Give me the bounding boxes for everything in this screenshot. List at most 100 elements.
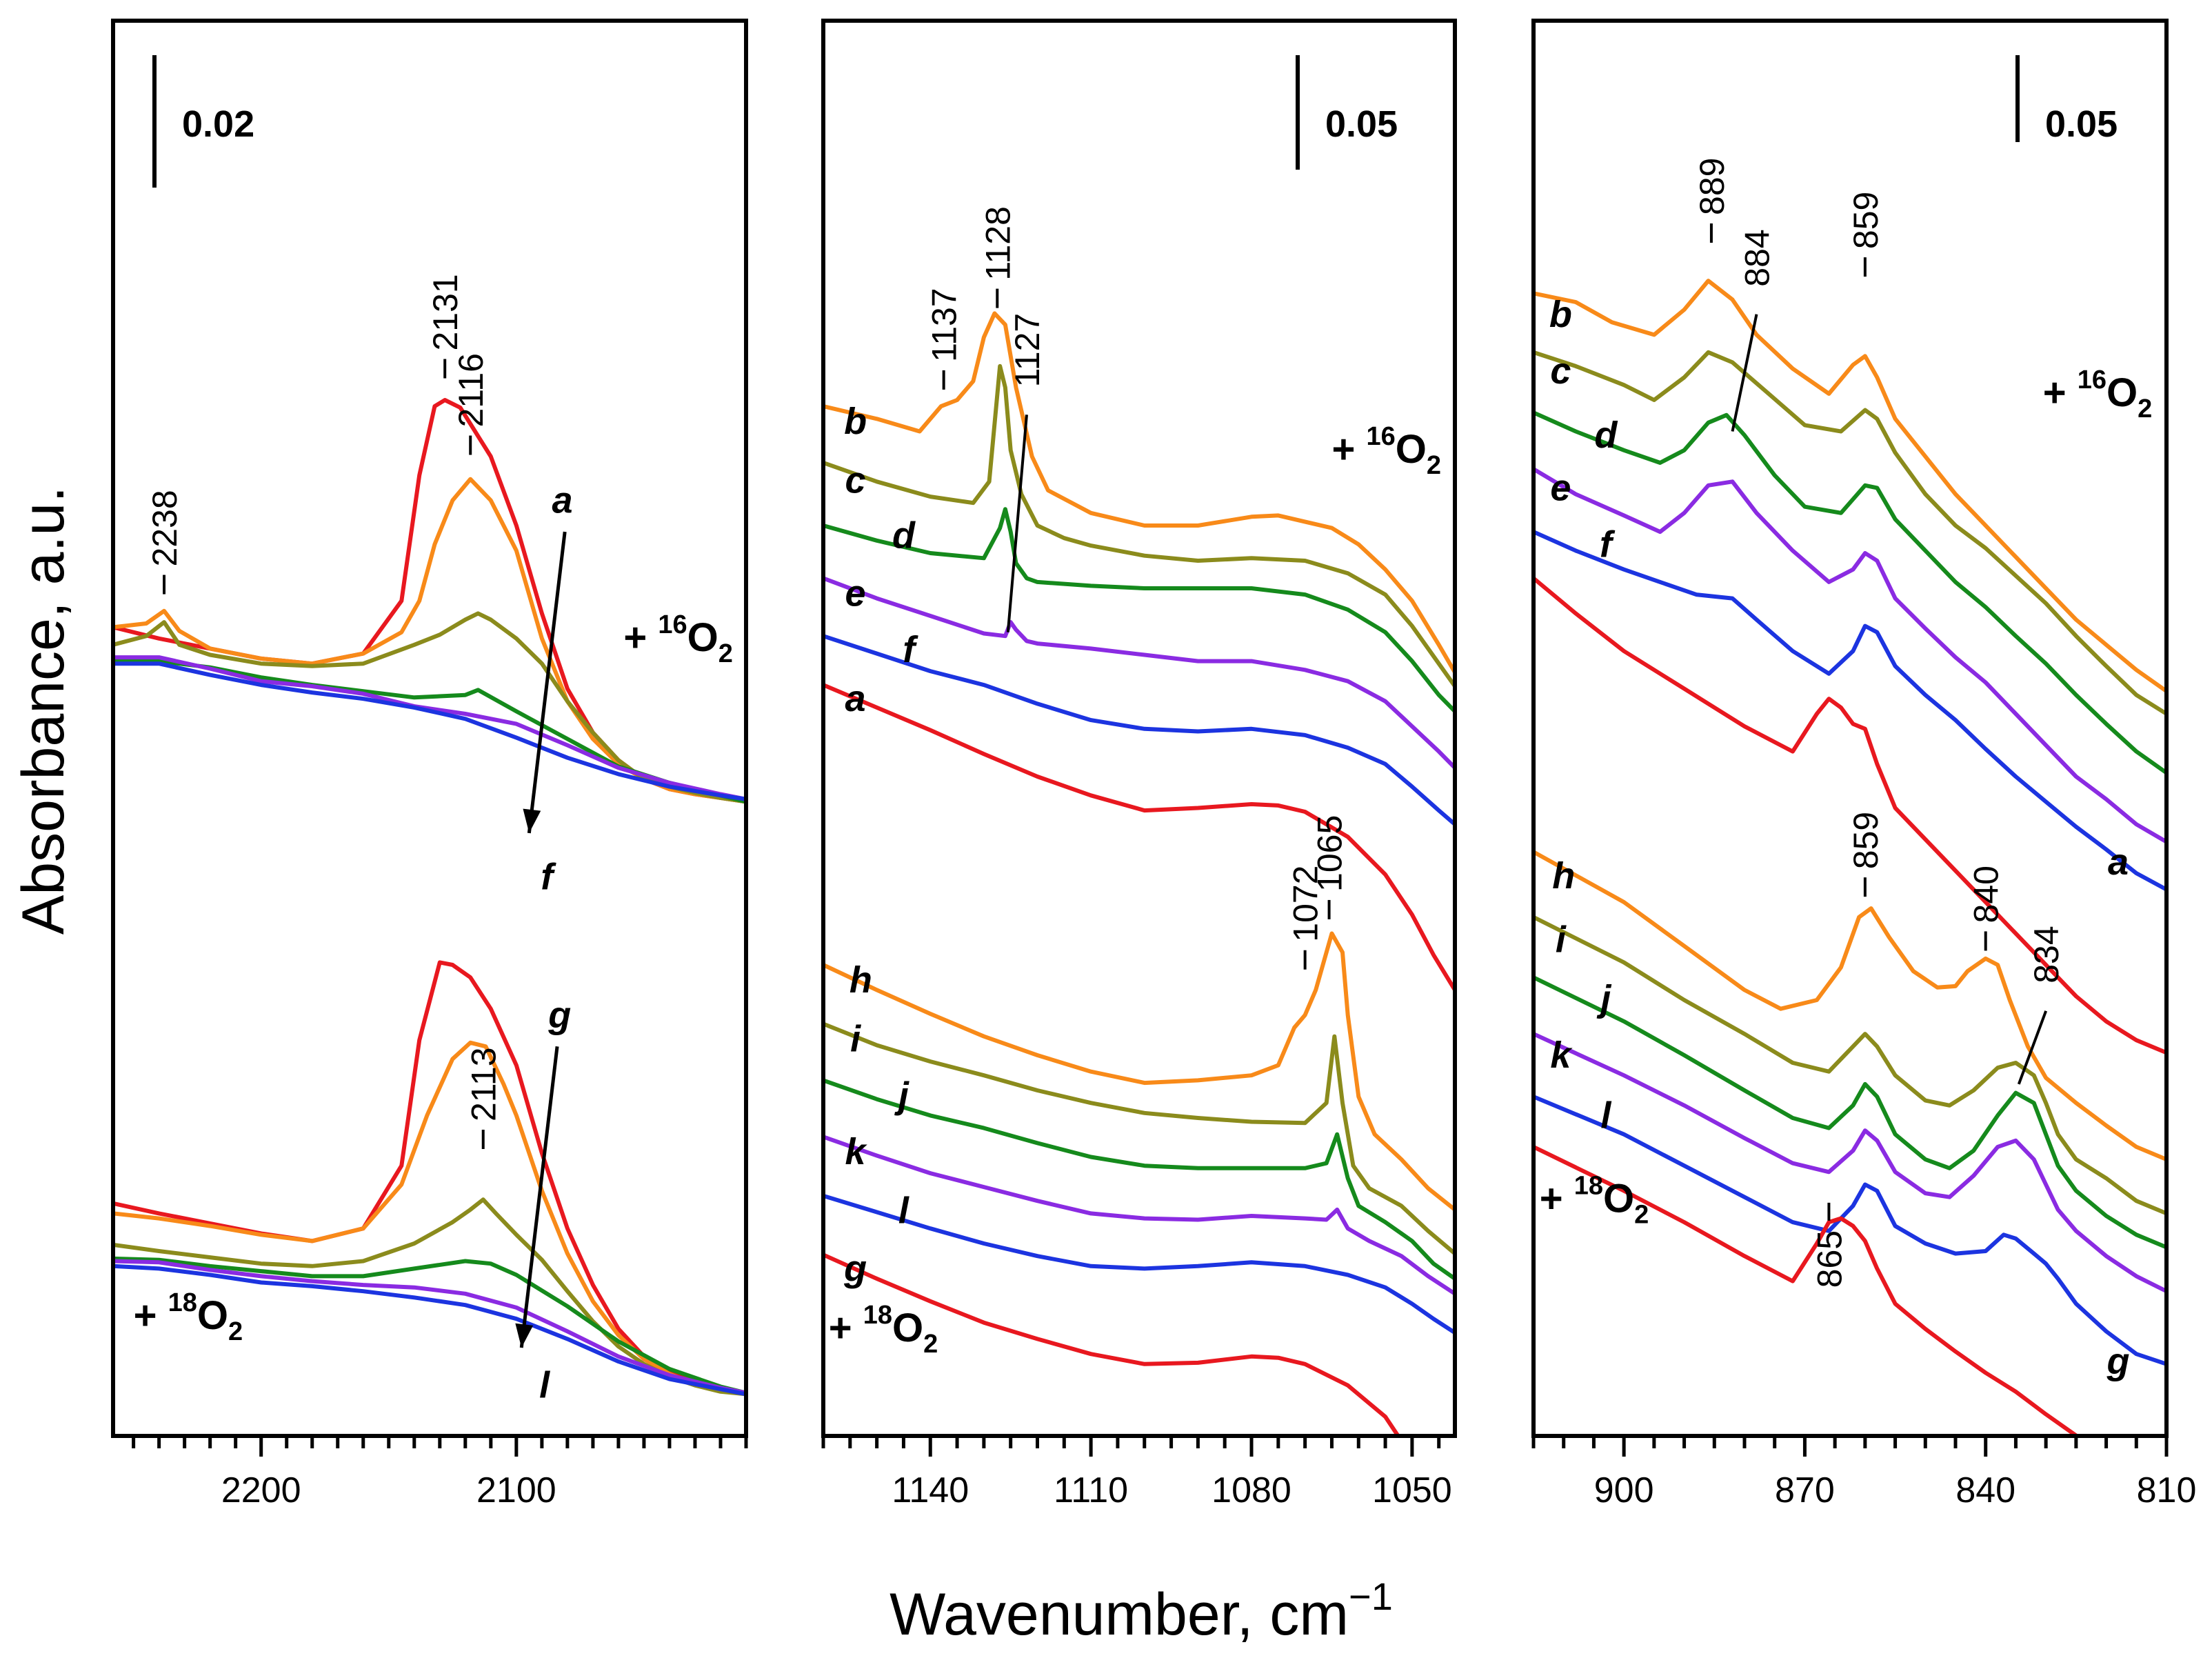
panel-2-series-d-line: [823, 507, 1455, 714]
panel-3-curve-label-h: h: [1552, 855, 1575, 897]
panel-2-gas-label-1-sign: +: [829, 1306, 863, 1350]
panel-1-curve-label-l: l: [539, 1365, 550, 1406]
panel-2-tick-label-1080: 1080: [1211, 1470, 1291, 1510]
panel-3-scale-bar-label: 0.05: [2045, 103, 2118, 145]
panel-2-curve-label-k: k: [845, 1131, 868, 1172]
panel-3-curve-label-k: k: [1550, 1035, 1573, 1076]
panel-2-gas-label-0-species: O: [1396, 427, 1427, 472]
panel-2-curve-label-a: a: [845, 678, 866, 719]
panel-3-gas-label-1-sign: +: [1540, 1177, 1574, 1221]
panel-3-gas-label-1: + 18O2: [1540, 1172, 1649, 1230]
panel-3-frame: [1531, 19, 2169, 1438]
panel-2-gas-label-0-sign: +: [1331, 427, 1366, 472]
panel-3-gas-label-0-species: O: [2107, 370, 2138, 415]
panel-2-series-f-line: [823, 634, 1455, 827]
panel-1-series-e-line: [113, 655, 746, 801]
panel-2-gas-label-0-isotope: 16: [1366, 422, 1395, 451]
panel-1-scale-bar-label: 0.02: [182, 103, 254, 145]
panel-3-peak-label-834-leader: [2017, 1010, 2048, 1085]
panel-1-series-h-line: [113, 1040, 746, 1397]
panel-1-gas-label-1-sign: +: [134, 1293, 168, 1338]
panel-1-gas-label-0-subscript: 2: [718, 639, 733, 668]
panel-1-tick-label-2100: 2100: [476, 1470, 556, 1510]
panel-1-series-l-line: [113, 1264, 746, 1397]
panel-1-arrow-0-head: [523, 808, 541, 833]
panel-2-gas-label-0-subscript: 2: [1427, 451, 1441, 480]
panel-2-gas-label-1: + 18O2: [829, 1301, 938, 1359]
panel-3-tick-label-840: 840: [1955, 1470, 2015, 1510]
panel-1-tick-label-2200: 2200: [221, 1470, 301, 1510]
panel-3-series-i-line: [1534, 915, 2166, 1216]
panel-2-curve-label-c: c: [845, 459, 866, 501]
panel-3-curve-label-a: a: [2108, 841, 2129, 883]
panel-3-gas-label-1-species: O: [1603, 1177, 1634, 1221]
panel-2-peak-label-1065: 1065: [1311, 815, 1349, 892]
panel-3-gas-label-0-subscript: 2: [2138, 394, 2152, 423]
panel-3-tick-label-810: 810: [2137, 1470, 2197, 1510]
panel-3-curve-label-d: d: [1594, 415, 1618, 456]
panel-2-series-k-line: [823, 1135, 1455, 1296]
panel-2-curve-label-f: f: [903, 629, 918, 670]
panel-2-curve-label-g: g: [843, 1248, 867, 1289]
panel-2-peak-label-1127: 1127: [1008, 313, 1047, 388]
panel-2-series-b-line: [823, 311, 1455, 675]
panel-2-peak-label-1128: 1128: [978, 206, 1017, 281]
panel-1-gas-label-0-sign: +: [623, 615, 658, 660]
panel-3-series-a-line: [1534, 576, 2166, 1055]
panel-3-series-l-line: [1534, 1095, 2166, 1366]
panel-1-gas-label-1-subscript: 2: [228, 1317, 243, 1346]
panel-3-peak-label-884-leader: [1731, 314, 1758, 432]
panel-2-series-l-line: [823, 1193, 1455, 1335]
panel-2-series-a-line: [823, 683, 1455, 992]
panel-3-series-g-line: [1534, 1144, 2081, 1436]
panel-3-peak-label-859: 859: [1847, 812, 1885, 869]
panel-2-gas-label-1-subscript: 2: [923, 1330, 938, 1359]
y-axis-label: Absorbance, a.u.: [10, 486, 77, 935]
x-axis-label-text: Wavenumber, cm: [889, 1581, 1349, 1648]
panel-3-curve-label-c: c: [1550, 350, 1571, 392]
panel-3-curve-label-i: i: [1556, 919, 1567, 961]
panel-2-gas-label-0: + 16O2: [1331, 422, 1441, 480]
panel-1-gas-label-0-species: O: [687, 615, 718, 660]
panel-1-gas-label-0-isotope: 16: [658, 610, 687, 639]
panel-3-peak-label-889: 889: [1693, 158, 1731, 215]
panel-1-arrow-1-shaft: [519, 1046, 559, 1348]
panel-2-series-g-line: [823, 1252, 1401, 1436]
panel-1-peak-label-2113: 2113: [465, 1047, 503, 1121]
panel-1-peak-label-2238: 2238: [145, 490, 184, 566]
panel-1-series-f-line: [113, 661, 746, 801]
panel-3-series-f-line: [1534, 530, 2166, 892]
panel-3-series-b-line: [1534, 279, 2166, 694]
panel-3-peak-label-884: 884: [1738, 229, 1776, 286]
panel-1-curve-label-f: f: [541, 857, 556, 898]
panel-3-curve-label-g: g: [2107, 1341, 2130, 1382]
panel-2-curve-label-h: h: [849, 959, 872, 1001]
panel-1-gas-label-1-species: O: [197, 1293, 228, 1338]
panel-1-curve-label-g: g: [547, 995, 571, 1036]
panel-3-gas-label-0-isotope: 16: [2078, 366, 2107, 394]
panel-2-series-i-line: [823, 1021, 1455, 1256]
panel-1-series-a-line: [113, 398, 746, 804]
panel-2-curve-label-e: e: [845, 572, 866, 614]
panel-1-series-j-line: [113, 1256, 746, 1395]
panel-1-arrow-1-head: [515, 1323, 534, 1348]
panel-3-curve-label-l: l: [1600, 1095, 1611, 1136]
panel-2-curve-label-b: b: [844, 401, 867, 442]
panel-2-scale-bar-label: 0.05: [1325, 103, 1398, 145]
panel-2-tick-label-1110: 1110: [1054, 1470, 1128, 1510]
panel-2-curve-label-j: j: [894, 1075, 909, 1116]
panel-3-curve-label-f: f: [1600, 523, 1616, 565]
panel-1-peak-label-2116: 2116: [452, 353, 490, 428]
x-axis-label-unit-exponent: −1: [1349, 1575, 1393, 1618]
panel-3-curve-label-e: e: [1550, 467, 1571, 508]
panel-3-gas-label-1-subscript: 2: [1634, 1201, 1649, 1230]
panel-3-series-c-line: [1534, 350, 2166, 716]
panel-1-arrow-0-shaft: [527, 531, 567, 834]
panel-3-curve-label-j: j: [1596, 978, 1611, 1019]
panel-2-gas-label-1-isotope: 18: [863, 1301, 892, 1330]
panel-3-peak-label-859: 859: [1847, 192, 1885, 249]
